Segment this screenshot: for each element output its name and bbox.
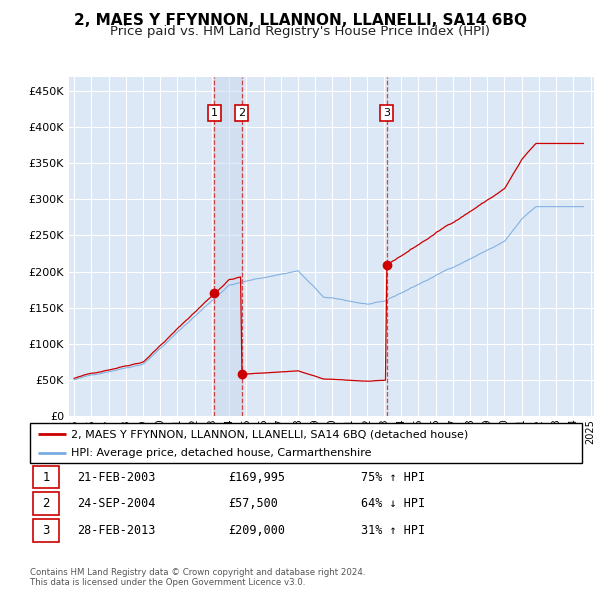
Text: 21-FEB-2003: 21-FEB-2003 [77,470,155,484]
Text: 2, MAES Y FFYNNON, LLANNON, LLANELLI, SA14 6BQ: 2, MAES Y FFYNNON, LLANNON, LLANELLI, SA… [74,13,527,28]
FancyBboxPatch shape [33,492,59,515]
Bar [214,77,242,416]
Text: 2: 2 [42,497,50,510]
Text: 3: 3 [43,523,50,537]
Text: 3: 3 [383,108,390,118]
Text: 31% ↑ HPI: 31% ↑ HPI [361,523,425,537]
Text: Price paid vs. HM Land Registry's House Price Index (HPI): Price paid vs. HM Land Registry's House … [110,25,490,38]
Text: £209,000: £209,000 [229,523,286,537]
Text: 64% ↓ HPI: 64% ↓ HPI [361,497,425,510]
Text: 28-FEB-2013: 28-FEB-2013 [77,523,155,537]
Text: £169,995: £169,995 [229,470,286,484]
Text: £57,500: £57,500 [229,497,278,510]
FancyBboxPatch shape [33,466,59,489]
Text: 1: 1 [42,470,50,484]
Text: 1: 1 [211,108,218,118]
FancyBboxPatch shape [33,519,59,542]
Text: 75% ↑ HPI: 75% ↑ HPI [361,470,425,484]
Text: HPI: Average price, detached house, Carmarthenshire: HPI: Average price, detached house, Carm… [71,448,372,458]
Text: 2: 2 [238,108,245,118]
Text: Contains HM Land Registry data © Crown copyright and database right 2024.
This d: Contains HM Land Registry data © Crown c… [30,568,365,587]
Text: 24-SEP-2004: 24-SEP-2004 [77,497,155,510]
Text: 2, MAES Y FFYNNON, LLANNON, LLANELLI, SA14 6BQ (detached house): 2, MAES Y FFYNNON, LLANNON, LLANELLI, SA… [71,430,469,440]
